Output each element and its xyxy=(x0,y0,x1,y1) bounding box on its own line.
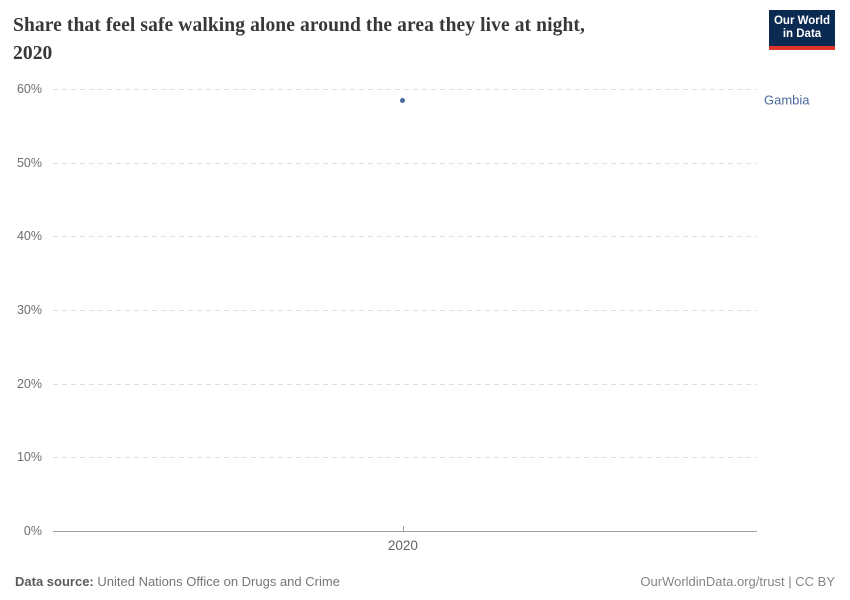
chart-footer: Data source: United Nations Office on Dr… xyxy=(15,574,835,589)
chart-title: Share that feel safe walking alone aroun… xyxy=(13,12,733,67)
owid-logo[interactable]: Our World in Data xyxy=(769,10,835,50)
gridline xyxy=(53,457,757,459)
y-axis-tick-label: 20% xyxy=(16,376,42,391)
gridline xyxy=(53,162,757,164)
gridline xyxy=(53,383,757,385)
gridline xyxy=(53,89,757,90)
owid-logo-line1: Our World xyxy=(773,14,830,27)
data-source-note: Data source: United Nations Office on Dr… xyxy=(15,574,340,589)
y-axis-tick-label: 0% xyxy=(23,524,42,538)
data-point-gambia[interactable] xyxy=(400,97,406,103)
gridline xyxy=(53,310,757,311)
y-axis-tick-label: 60% xyxy=(16,82,42,96)
data-source-label: Data source: xyxy=(15,574,94,589)
gridline xyxy=(53,236,757,238)
y-axis-tick-label: 40% xyxy=(16,229,42,244)
x-axis-line xyxy=(53,531,757,532)
attribution-link[interactable]: OurWorldinData.org/trust | CC BY xyxy=(640,574,835,589)
chart-title-line2: 2020 xyxy=(13,42,53,64)
chart-title-line1: Share that feel safe walking alone aroun… xyxy=(13,15,585,36)
x-axis-tick-label: 2020 xyxy=(387,538,418,553)
y-axis-tick-label: 10% xyxy=(16,450,42,465)
owid-logo-line2: in Data xyxy=(782,28,822,40)
y-axis-tick-label: 30% xyxy=(16,303,42,317)
entity-label-gambia[interactable]: Gambia xyxy=(764,92,810,108)
x-axis-tick-mark xyxy=(402,526,404,531)
y-axis-tick-label: 50% xyxy=(16,155,42,170)
data-source-value: United Nations Office on Drugs and Crime xyxy=(97,574,340,589)
